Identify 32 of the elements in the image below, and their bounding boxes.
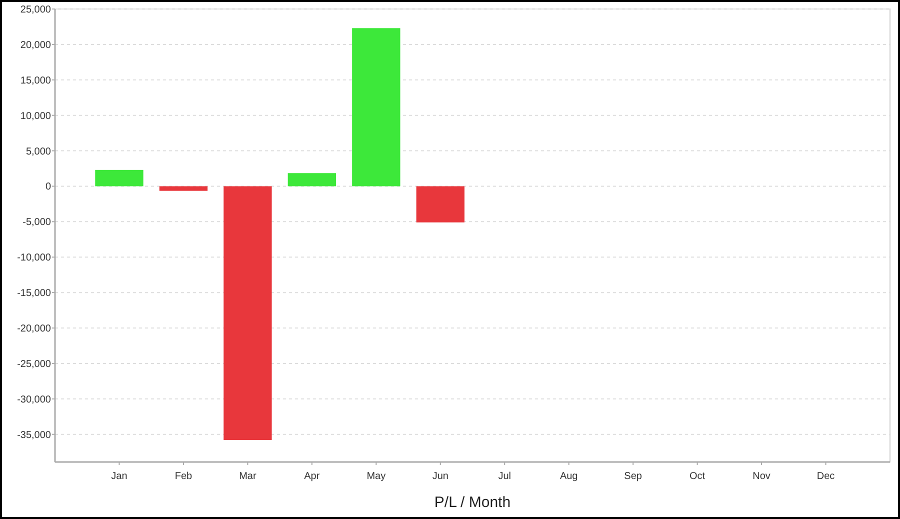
y-tick-label: 15,000: [20, 75, 52, 86]
y-tick-label: -5,000: [22, 217, 52, 228]
x-tick-label: Sep: [624, 471, 642, 482]
x-tick-label: Jan: [111, 471, 128, 482]
x-tick-label: Feb: [174, 471, 193, 482]
x-tick-label: Aug: [560, 471, 578, 482]
x-tick-label: Mar: [239, 471, 257, 482]
x-tick-label: May: [366, 471, 386, 482]
y-tick-label: 5,000: [26, 146, 52, 158]
x-tick-label: Nov: [752, 471, 770, 482]
bar: [224, 186, 272, 440]
y-tick-label: -20,000: [17, 324, 52, 335]
bar: [95, 170, 144, 186]
bar: [416, 186, 464, 222]
y-tick-label: -25,000: [17, 358, 52, 370]
y-tick-label: -30,000: [17, 394, 52, 406]
x-axis-title: P/L / Month: [434, 494, 511, 511]
x-tick-label: Dec: [816, 471, 835, 482]
y-tick-label: 0: [45, 182, 52, 193]
y-tick-label: 25,000: [20, 4, 52, 16]
x-tick-label: Apr: [304, 471, 320, 482]
x-tick-label: Oct: [690, 471, 706, 482]
y-tick-label: -10,000: [17, 252, 52, 264]
bar: [288, 173, 336, 186]
x-tick-label: Jun: [432, 471, 448, 482]
y-tick-label: -35,000: [17, 430, 52, 441]
y-tick-label: -15,000: [17, 288, 52, 300]
x-tick-label: Jul: [498, 471, 512, 482]
y-tick-label: 10,000: [20, 110, 52, 122]
bar: [159, 186, 208, 191]
bar: [352, 28, 400, 186]
y-tick-label: 20,000: [20, 40, 52, 51]
